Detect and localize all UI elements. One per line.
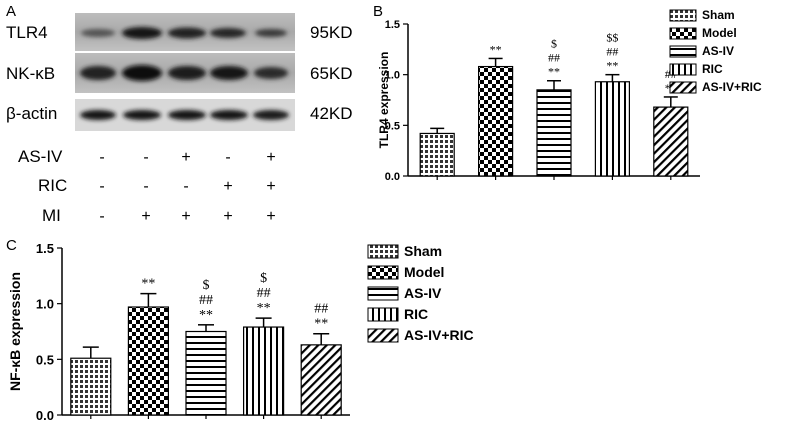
treatment-sign: + [181,149,190,166]
y-tick-label: 1.5 [36,241,54,256]
bar-as-iv-ric [653,106,689,177]
legend-swatch [367,286,399,301]
panel-label-a: A [6,3,16,20]
legend-swatch [669,63,697,76]
blot-row-label-tlr4: TLR4 [6,23,48,42]
y-axis-title: TLR4 expression [377,52,391,149]
treatment-label-mi: MI [42,206,61,225]
treatment-sign: - [143,149,148,166]
significance-mark: $ [551,37,557,51]
y-tick-label: 1.5 [385,19,400,31]
legend-entry: AS-IV [702,44,734,58]
treatment-row-mi: - + + + + [99,208,275,225]
treatment-sign: - [99,178,104,195]
treatment-label-ric: RIC [38,176,67,195]
legend-entry: Sham [702,8,735,22]
treatment-row-ric: - - - + + [99,178,275,195]
nfkb-bar-chart: 0.00.51.01.5NF-κB expression ** $##**$##**… [7,241,474,423]
treatment-sign: + [266,178,275,195]
legend-entry: RIC [702,62,723,76]
legend-entry: AS-IV [404,285,442,301]
western-blot-panel: TLR4 95KD NK-κB 65KD β-actin [6,13,353,225]
legend-entry: RIC [404,306,428,322]
blot-bands-nkkb [80,65,288,81]
treatment-row-asiv: - - + - + [99,149,275,166]
y-tick-label: 0.5 [385,120,400,132]
bar-as-iv [185,330,227,416]
treatment-sign: - [99,149,104,166]
legend-entry: Model [404,264,444,280]
legend-swatch [367,244,399,259]
panel-label-c: C [6,237,17,254]
significance-mark: ** [490,42,502,56]
treatment-sign: + [266,208,275,225]
blot-row-label-nkkb: NK-κB [6,64,55,83]
bar-ric [243,326,285,416]
legend-swatch [367,307,399,322]
treatment-sign: - [183,178,188,195]
y-tick-label: 0.0 [36,408,54,423]
blot-bands-actin [80,110,289,120]
legend-swatch [669,27,697,40]
y-tick-label: 0.0 [385,171,400,183]
legend-entry: AS-IV+RIC [404,327,474,343]
treatment-sign: - [225,149,230,166]
bar-sham [419,132,455,177]
treatment-sign: + [223,178,232,195]
y-axis-title: NF-κB expression [7,272,23,391]
y-tick-label: 0.5 [36,352,54,367]
blot-size-tlr4: 95KD [310,23,353,42]
significance-mark: ## [257,286,271,301]
significance-mark: ** [606,59,618,73]
legend-entry: Sham [404,243,442,259]
treatment-sign: + [181,208,190,225]
blot-size-nkkb: 65KD [310,64,353,83]
y-tick-label: 1.0 [36,297,54,312]
legend-swatch [669,81,697,94]
bar-as-iv [536,89,572,177]
significance-mark: ** [199,308,213,323]
significance-mark: $ [260,271,267,286]
significance-mark: ## [548,51,560,65]
significance-mark: $ [203,278,210,293]
significance-mark: ** [314,317,328,332]
legend-swatch [367,265,399,280]
significance-mark: ## [314,302,328,317]
panel-label-b: B [373,3,383,20]
significance-mark: ** [548,65,560,79]
bar-sham [70,357,112,416]
y-tick-label: 1.0 [385,70,400,82]
legend-swatch [669,9,697,22]
significance-mark: ## [199,293,213,308]
bar-ric [594,81,631,177]
bar-as-iv-ric [300,344,342,416]
blot-bands-tlr4 [81,27,287,39]
significance-mark: ## [606,45,618,59]
significance-mark: ** [141,277,155,292]
legend-entry: AS-IV+RIC [702,80,762,94]
treatment-label-asiv: AS-IV [18,147,63,166]
legend-swatch [669,45,697,58]
bar-model [478,65,514,177]
legend-entry: Model [702,26,737,40]
blot-size-actin: 42KD [310,104,353,123]
significance-mark: ** [257,301,271,316]
blot-row-label-actin: β-actin [6,104,57,123]
significance-mark: $$ [606,31,618,45]
treatment-sign: + [141,208,150,225]
legend-swatch [367,328,399,343]
treatment-sign: + [266,149,275,166]
treatment-sign: + [223,208,232,225]
treatment-sign: - [99,208,104,225]
treatment-sign: - [143,178,148,195]
bar-model [127,306,169,416]
